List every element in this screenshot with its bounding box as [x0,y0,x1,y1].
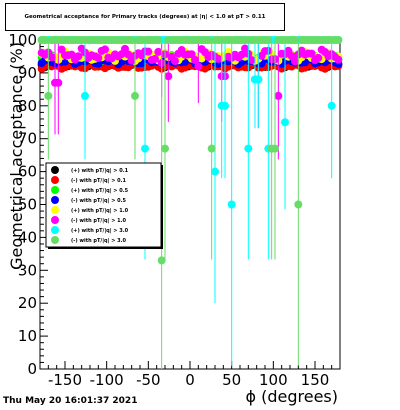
x-tick-label: 50 [222,371,241,389]
data-point [204,36,213,44]
data-point [334,55,343,64]
chart-title-box: Geometrical acceptance for Primary track… [5,3,285,31]
y-tick-label: 30 [18,261,37,279]
data-point [94,53,103,62]
legend-label: (+) with pT/|q| > 0.5 [71,188,129,194]
data-point [131,91,139,100]
data-point [157,256,166,265]
x-tick-label: -50 [136,371,161,389]
data-point [171,57,179,66]
data-point [327,101,336,110]
y-tick-label: 40 [18,228,37,246]
legend-label: (+) with pT/|q| > 0.1 [71,168,129,174]
y-axis-title: Geometrical acceptance (%) [7,42,26,270]
legend-marker [51,196,59,204]
data-point [154,36,163,44]
data-point [44,91,53,100]
x-tick-label: 0 [185,371,195,389]
data-point [307,49,316,58]
data-point [254,75,263,84]
y-tick-label: 50 [18,196,37,214]
y-tick-label: 100 [8,31,37,49]
data-point [74,52,83,61]
data-point [211,167,219,176]
data-point [221,101,229,110]
legend-marker [51,216,59,224]
data-point [151,55,159,64]
legend-marker [51,166,59,174]
y-tick-label: 80 [18,97,37,115]
data-point [101,45,109,54]
data-point [247,56,256,65]
data-point [207,144,216,153]
data-point [281,118,289,127]
data-point [264,36,273,44]
legend-label: (-) with pT/|q| > 1.0 [71,218,127,224]
y-tick-label: 70 [18,130,37,148]
data-point [244,144,253,153]
data-point [154,47,163,56]
y-tick-label: 20 [18,294,37,312]
data-point [124,50,133,59]
x-tick-label: -100 [90,371,124,389]
legend-shadow [161,165,163,249]
legend-label: (+) with pT/|q| > 3.0 [71,228,129,234]
legend-label: (-) with pT/|q| > 0.5 [71,198,127,204]
data-point [81,91,89,100]
data-point [314,53,323,62]
legend-label: (-) with pT/|q| > 3.0 [71,238,127,244]
data-point [291,36,299,44]
y-tick-label: 90 [18,64,37,82]
legend-label: (-) with pT/|q| > 0.1 [71,178,127,184]
legend-marker [51,236,59,244]
data-point [194,62,203,71]
data-point [334,36,343,44]
data-point [214,54,223,63]
data-point [41,36,49,44]
chart-title: Geometrical acceptance for Primary track… [24,14,266,20]
legend: (+) with pT/|q| > 0.1 (-) with pT/|q| > 0… [45,162,163,249]
data-point [291,57,299,66]
series-7 [37,36,343,369]
data-point [164,72,173,81]
series-5 [37,40,343,160]
y-tick-label: 60 [18,163,37,181]
data-point [237,50,246,59]
legend-shadow [48,247,163,249]
legend-marker [51,206,59,214]
x-tick-label: 150 [301,371,330,389]
data-point [191,55,199,64]
data-point [274,91,283,100]
data-point [54,78,63,87]
data-point [161,144,169,153]
y-tick-label: 10 [18,327,37,345]
data-point [141,144,149,153]
legend-marker [51,176,59,184]
x-axis-title: ϕ (degrees) [245,387,338,406]
data-point [144,47,153,56]
x-tick-label: -150 [48,371,82,389]
data-point [271,144,279,153]
legend-label: (+) with pT/|q| > 1.0 [71,208,129,214]
data-point [294,200,303,209]
axis-ticks: -150 -100 -50 0 50 100 150 0 10 20 30 40 50 60 70 80 90 1… [8,31,333,389]
data-point [227,200,236,209]
legend-box [45,162,162,248]
legend-marker [51,186,59,194]
y-tick-label: 0 [27,360,37,378]
date-stamp: Thu May 20 16:01:37 2021 [3,396,138,406]
legend-marker [51,226,59,234]
data-point [127,36,136,44]
data-point [47,53,56,62]
x-tick-label: 100 [259,371,288,389]
data-marks [37,36,343,369]
